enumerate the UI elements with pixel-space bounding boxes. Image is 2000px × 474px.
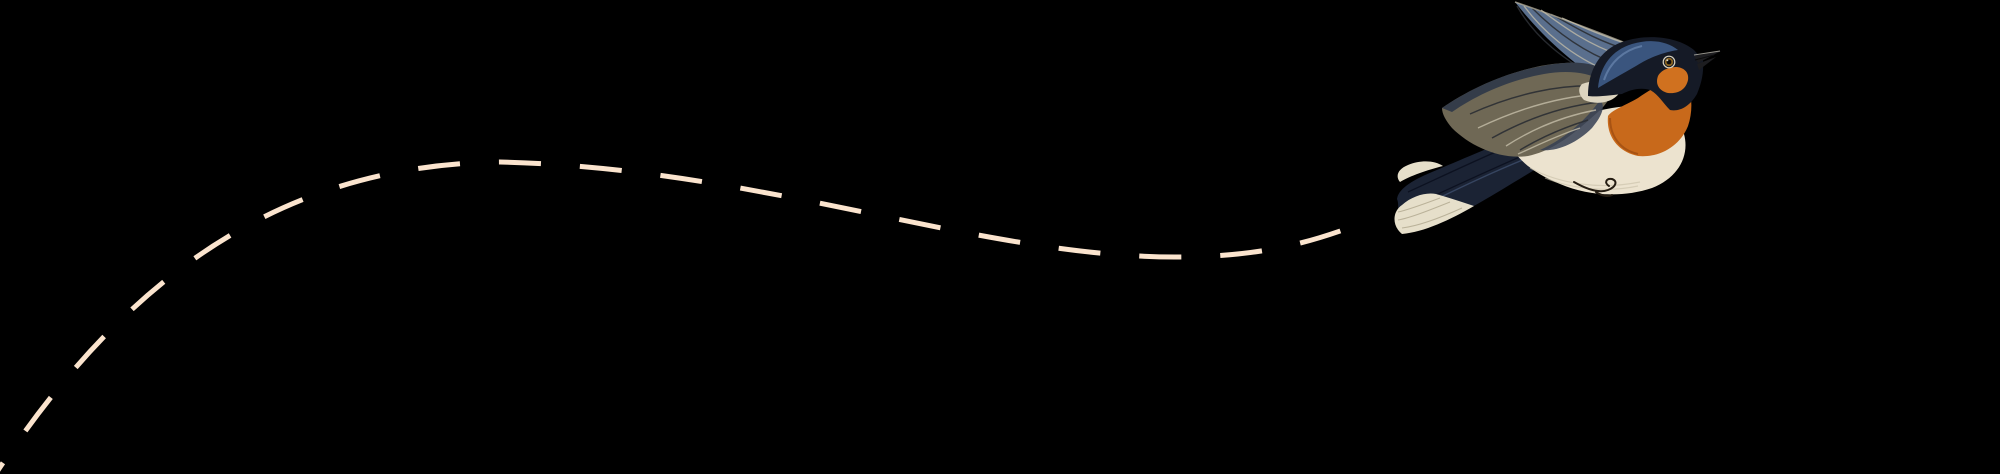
- bird-belly-shading: [1529, 167, 1641, 190]
- bird-tail-fringe-separators: [1397, 197, 1463, 229]
- flight-path-dashed-line: [0, 159, 1371, 472]
- bird-beak-lower: [1697, 57, 1716, 70]
- bird-tail-white-tip-upper: [1397, 161, 1443, 182]
- bird-illustration: [1394, 1, 1721, 234]
- bird-near-wing-leading-edge: [1442, 62, 1607, 112]
- bird-crown-sheen-highlight: [1603, 45, 1643, 81]
- bird-cheek-patch: [1657, 67, 1689, 94]
- bird-beak-gape-line: [1694, 54, 1715, 61]
- bird-eye-highlight: [1666, 59, 1669, 62]
- bird-eye-ring: [1662, 55, 1676, 69]
- bird-crown-sheen: [1598, 41, 1678, 88]
- bird-near-wing-slate-patch: [1540, 100, 1603, 151]
- bird-foot: [1573, 177, 1617, 197]
- bird-beak-culmen-highlight: [1693, 50, 1721, 56]
- bird-breast-shadow-edge: [1609, 117, 1639, 155]
- bird-tail-white-fringe: [1394, 193, 1474, 234]
